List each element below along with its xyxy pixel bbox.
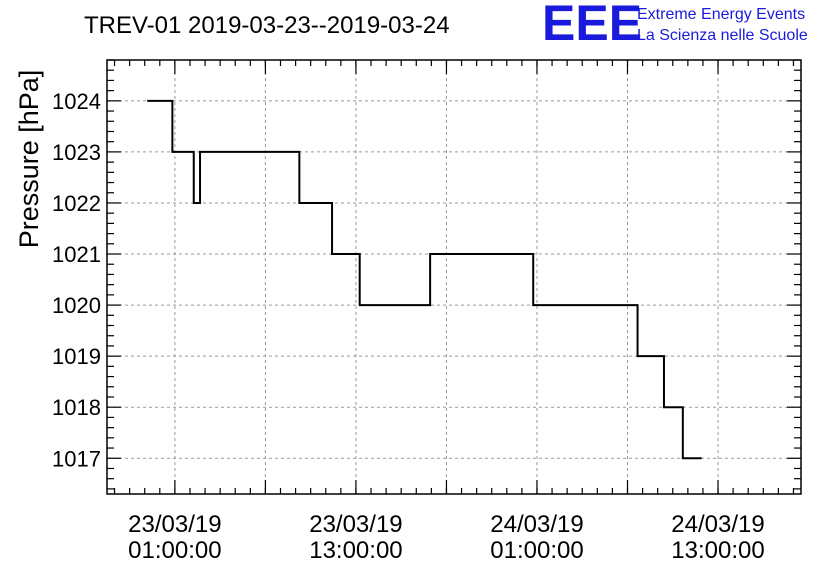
y-tick-label: 1022 — [52, 191, 101, 216]
y-axis-label: Pressure [hPa] — [14, 70, 44, 249]
logo-line1: Extreme Energy Events — [637, 6, 805, 23]
plot-frame — [106, 59, 802, 495]
x-tick-label-time: 13:00:00 — [309, 537, 402, 564]
y-tick-label: 1018 — [52, 395, 101, 420]
tick-labels: 1017 1018 1019 1020 1021 1022 1023 1024 23/03/19… — [52, 89, 765, 564]
x-tick-label-time: 01:00:00 — [128, 537, 221, 564]
y-tick-label: 1020 — [52, 293, 101, 318]
y-tick-label: 1021 — [52, 242, 101, 267]
series-line — [147, 99, 702, 460]
y-tick-label: 1017 — [52, 446, 101, 471]
x-tick-label-date: 23/03/19 — [128, 511, 221, 538]
y-tick-label: 1019 — [52, 344, 101, 369]
eee-logo: EEE Extreme Energy Events La Scienza nel… — [542, 0, 808, 51]
logo-mark: EEE — [542, 0, 642, 51]
chart-title: TREV-01 2019-03-23--2019-03-24 — [84, 12, 450, 39]
x-tick-label-date: 24/03/19 — [490, 511, 583, 538]
y-tick-label: 1023 — [52, 140, 101, 165]
grid — [107, 60, 801, 494]
axis-ticks — [107, 59, 801, 494]
x-tick-label-date: 23/03/19 — [309, 511, 402, 538]
x-tick-label-date: 24/03/19 — [671, 511, 764, 538]
logo-line2: La Scienza nelle Scuole — [637, 27, 808, 44]
x-tick-label-time: 13:00:00 — [671, 537, 764, 564]
x-tick-label-time: 01:00:00 — [490, 537, 583, 564]
y-tick-label: 1024 — [52, 89, 101, 114]
